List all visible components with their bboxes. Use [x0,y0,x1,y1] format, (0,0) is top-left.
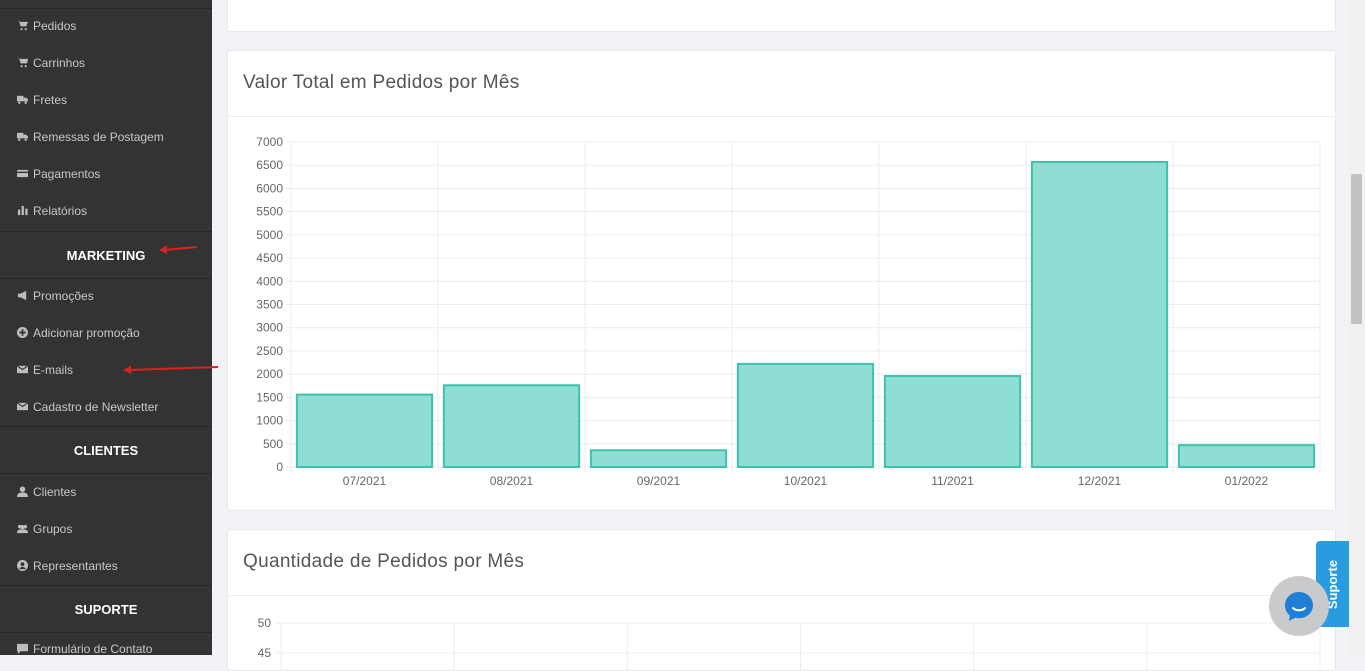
shopping-cart-icon [16,20,28,32]
scrollbar-thumb[interactable] [1351,174,1362,324]
sidebar-section-suporte: SUPORTE [0,585,212,633]
scrollbar[interactable] [1348,0,1365,655]
sidebar-item-label: E-mails [33,362,74,377]
sidebar-item-label: Adicionar promoção [33,325,140,340]
y-tick-label: 3000 [256,321,283,335]
y-tick-label: 4500 [256,251,283,265]
megaphone-icon [16,290,28,302]
truck-icon [16,94,28,106]
card-quantidade: Quantidade de Pedidos por Mês 50 45 [227,529,1336,671]
x-tick-label: 07/2021 [343,474,387,488]
sidebar-item-label: Representantes [33,558,118,573]
user-icon [16,486,28,498]
x-tick-label: 10/2021 [784,474,828,488]
annotation-arrow-marketing [159,245,198,254]
x-tick-label: 08/2021 [490,474,534,488]
sidebar-item-label: Remessas de Postagem [33,129,164,144]
bar [589,449,728,468]
y-tick-label: 2000 [256,367,283,381]
sidebar-item-formulario-contato[interactable]: Formulário de Contato [0,630,212,655]
comment-icon [16,643,28,655]
y-tick-label: 2500 [256,344,283,358]
sidebar-section-marketing: MARKETING [0,231,212,279]
sidebar-item-label: Clientes [33,484,77,499]
sidebar-item-remessas[interactable]: Remessas de Postagem [0,118,212,155]
card-header-divider [228,116,1335,117]
user-circle-icon [16,560,28,572]
annotation-arrow-emails [123,365,219,374]
sidebar-item-fretes[interactable]: Fretes [0,81,212,118]
bar [1030,160,1169,468]
users-icon [16,523,28,535]
bar [883,375,1022,468]
sidebar-item-label: Carrinhos [33,55,86,70]
chart-valor-total: 0 500 1000 1500 2000 2500 3000 3500 4000 4500 5000… [256,135,1321,488]
chat-bubble-icon [1285,592,1313,621]
bar [1177,444,1316,468]
main-content: Valor Total em Pedidos por Mês 0 500 1000 1… [212,0,1348,671]
sidebar-item-label: Pedidos [33,18,77,33]
y-tick-label: 3500 [256,298,283,312]
truck-icon [16,131,28,143]
y-tick-label: 1000 [256,414,283,428]
x-tick-label: 12/2021 [1078,474,1122,488]
cart-icon [16,57,28,69]
bar [736,362,875,468]
x-tick-label: 11/2021 [931,474,974,488]
credit-card-icon [16,168,28,180]
sidebar-item-carrinhos[interactable]: Carrinhos [0,44,212,81]
envelope-icon [16,364,28,376]
y-tick-label: 45 [258,646,272,660]
card-title: Valor Total em Pedidos por Mês [243,72,520,93]
sidebar-item-label: Cadastro de Newsletter [33,399,159,414]
sidebar-item-label: Relatórios [33,203,88,218]
sidebar-item-grupos[interactable]: Grupos [0,510,212,547]
y-tick-label: 4000 [256,274,283,288]
sidebar-item-clientes[interactable]: Clientes [0,473,212,510]
y-tick-label: 1500 [256,390,283,404]
y-tick-label: 5000 [256,228,283,242]
y-tick-label: 50 [258,616,272,630]
sidebar-item-newsletter[interactable]: Cadastro de Newsletter [0,388,212,425]
sidebar-item-pedidos[interactable]: Pedidos [0,7,212,44]
sidebar-item-label: Formulário de Contato [33,641,153,656]
sidebar-item-promocoes[interactable]: Promoções [0,277,212,314]
y-tick-label: 5500 [256,205,283,219]
chat-button[interactable] [1269,576,1329,636]
sidebar-item-relatorios[interactable]: Relatórios [0,192,212,229]
bar [442,384,581,468]
sidebar: Pedidos Carrinhos Fretes Remessas de Pos… [0,0,212,655]
y-tick-label: 0 [276,460,283,474]
x-tick-label: 01/2022 [1225,474,1269,488]
plus-circle-icon [16,327,28,339]
chart-quantidade: 50 45 [258,616,1321,670]
bar-chart-icon [16,205,28,217]
card-header-divider [228,595,1335,596]
y-tick-label: 7000 [256,135,283,149]
x-tick-label: 09/2021 [637,474,681,488]
sidebar-item-emails[interactable]: E-mails [0,351,212,388]
y-tick-label: 6000 [256,181,283,195]
y-tick-label: 6500 [256,158,283,172]
sidebar-item-label: Promoções [33,288,94,303]
sidebar-section-clientes: CLIENTES [0,426,212,474]
card-valor-total: Valor Total em Pedidos por Mês 0 500 1000 1… [227,50,1336,511]
sidebar-item-label: Grupos [33,521,73,536]
sidebar-item-label: Fretes [33,92,68,107]
sidebar-item-adicionar-promocao[interactable]: Adicionar promoção [0,314,212,351]
sidebar-item-representantes[interactable]: Representantes [0,547,212,584]
y-tick-label: 500 [263,437,283,451]
sidebar-item-pagamentos[interactable]: Pagamentos [0,155,212,192]
card-title: Quantidade de Pedidos por Mês [243,551,525,572]
envelope-icon [16,401,28,413]
bar [295,393,434,469]
previous-card [227,0,1336,32]
sidebar-item-label: Pagamentos [33,166,101,181]
sidebar-divider [0,8,212,9]
